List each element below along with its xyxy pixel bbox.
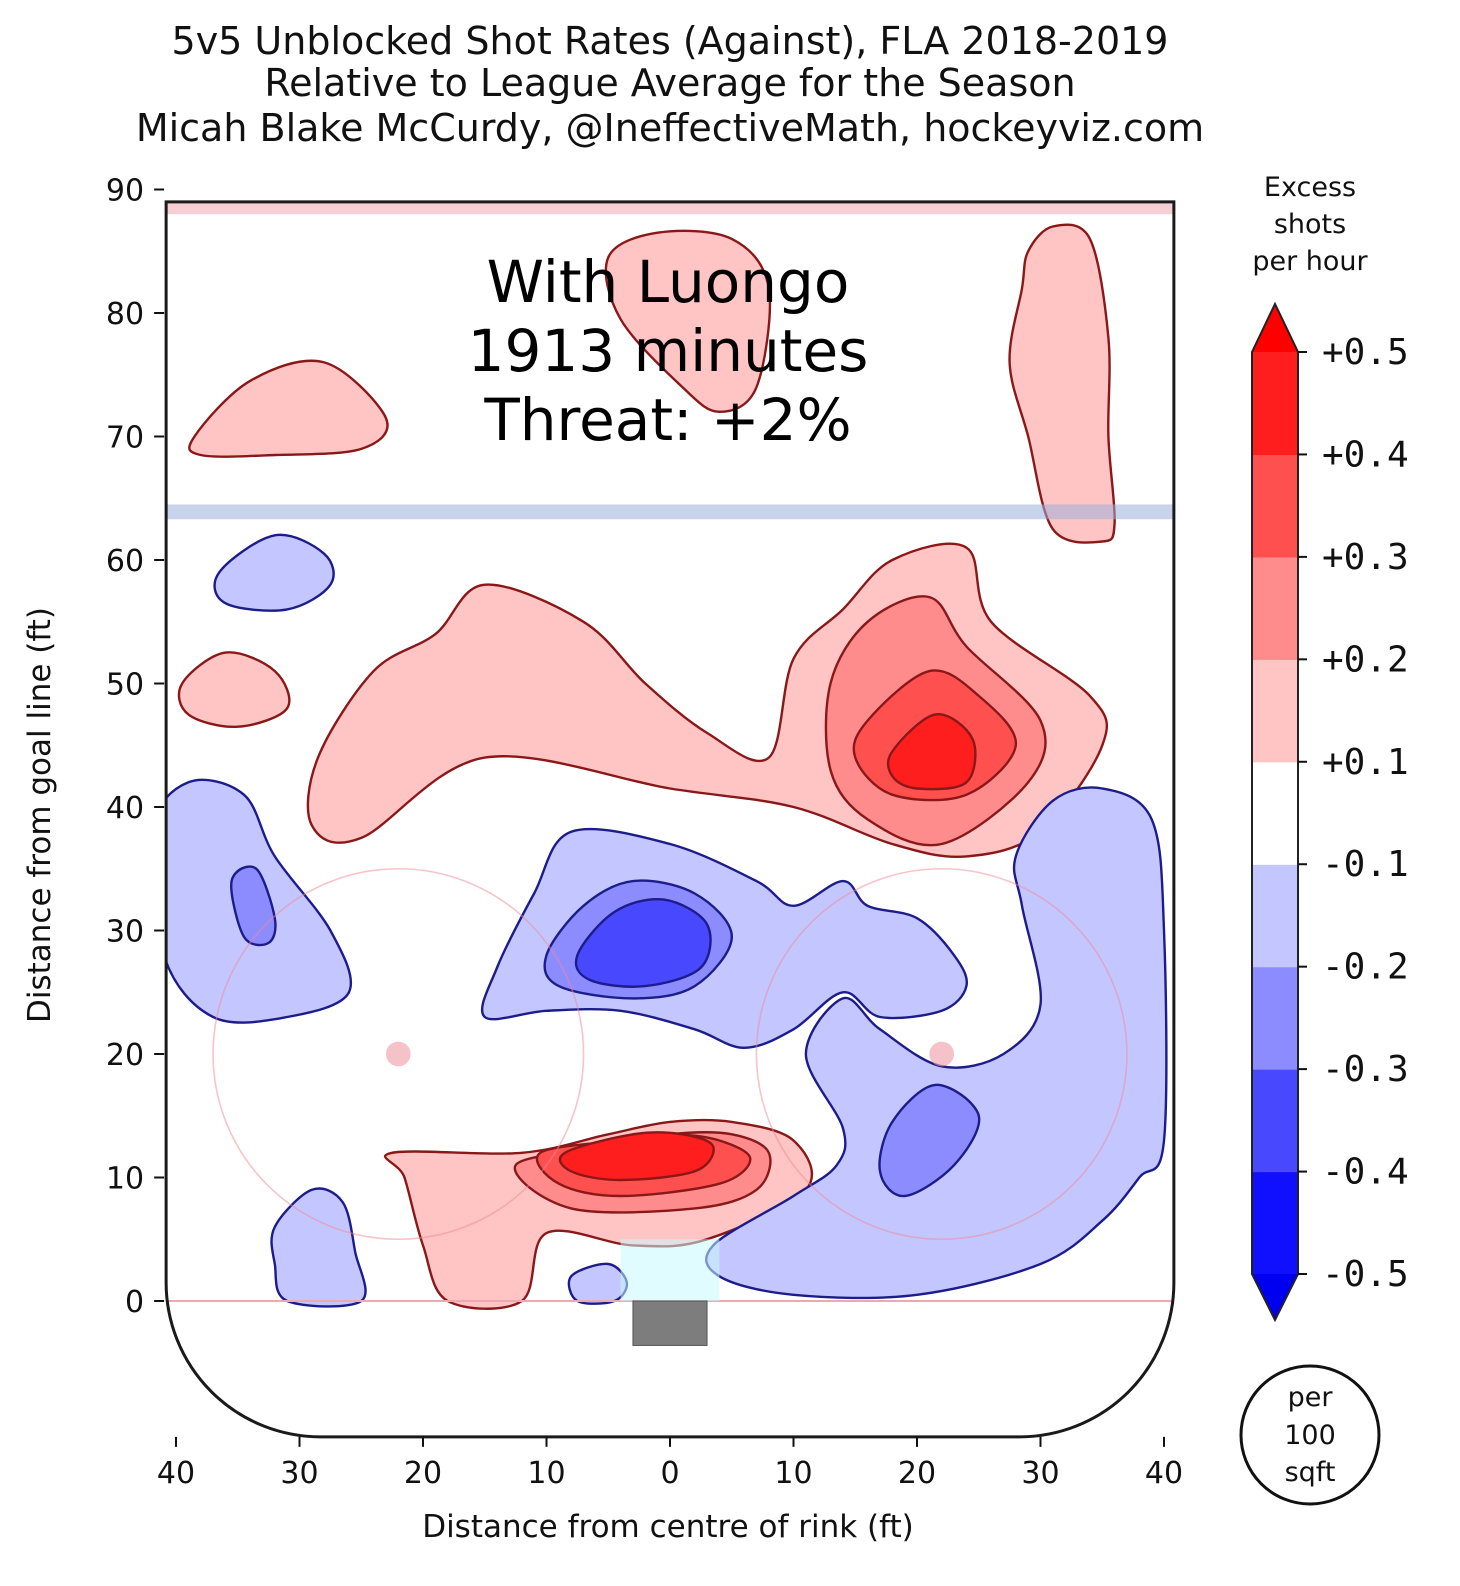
x-tick-label-7: 30 — [1021, 1456, 1059, 1491]
unit-badge-line-3: sqft — [1285, 1457, 1336, 1488]
colorbar-label-8: +0.4 — [1322, 434, 1409, 475]
colorbar-label-2: -0.3 — [1322, 1049, 1409, 1090]
excess-region-10 — [604, 229, 772, 413]
excess-region-4 — [558, 1131, 715, 1182]
deficit-region-22 — [878, 1083, 981, 1198]
centre-line — [166, 201, 1174, 215]
colorbar: -0.5 -0.4 -0.3 -0.2 -0.1 +0.1 +0.2 +0.3 +0.4 +0.5 — [1251, 301, 1409, 1323]
colorbar-label-6: +0.2 — [1322, 639, 1409, 680]
colorbar-title-line-3: per hour — [1252, 246, 1368, 277]
annotation-line-1: With Luongo — [487, 248, 850, 316]
colorbar-label-1: -0.4 — [1322, 1152, 1409, 1193]
x-tick-label-2: 20 — [404, 1456, 442, 1491]
goal-net — [632, 1300, 708, 1346]
unit-badge-line-1: per — [1288, 1382, 1334, 1413]
faceoff-circle-left — [212, 867, 585, 1241]
blue-line — [166, 504, 1174, 520]
colorbar-band-4 — [1252, 761, 1298, 865]
y-axis-label: Distance from goal line (ft) — [22, 607, 58, 1023]
colorbar-extend-high — [1252, 304, 1298, 352]
colorbar-label-0: -0.5 — [1322, 1254, 1409, 1295]
y-tick-label-1: 10 — [106, 1162, 144, 1197]
annotation-line-3: Threat: +2% — [483, 386, 851, 454]
x-tick-label-8: 40 — [1145, 1456, 1183, 1491]
y-tick-label-7: 70 — [106, 421, 144, 456]
y-tick-label-2: 20 — [106, 1038, 144, 1073]
colorbar-band-3 — [1252, 864, 1298, 968]
y-tick-label-3: 30 — [106, 915, 144, 950]
x-tick-label-1: 30 — [280, 1456, 318, 1491]
x-tick-label-0: 40 — [157, 1456, 195, 1491]
colorbar-band-8 — [1252, 352, 1298, 456]
unit-badge — [1239, 1364, 1381, 1506]
excess-region-11 — [1008, 223, 1116, 544]
rink-boards — [164, 200, 1176, 1439]
chart-title-line-2: Relative to League Average for the Seaso… — [264, 61, 1075, 105]
y-tick-label-0: 0 — [125, 1285, 144, 1320]
excess-region-12 — [177, 651, 291, 728]
deficit-region-18 — [574, 897, 712, 988]
colorbar-title-line-2: shots — [1274, 209, 1346, 240]
excess-region-9 — [188, 359, 389, 458]
deficit-region-15 — [213, 533, 335, 612]
y-tick-label-9: 90 — [106, 174, 144, 209]
colorbar-label-5: +0.1 — [1322, 742, 1409, 783]
x-tick-label-6: 20 — [898, 1456, 936, 1491]
chart-title-line-3: Micah Blake McCurdy, @IneffectiveMath, h… — [136, 106, 1204, 150]
colorbar-band-7 — [1252, 454, 1298, 558]
colorbar-band-5 — [1252, 659, 1298, 763]
faceoff-circle-right — [755, 867, 1128, 1241]
excess-region-8 — [886, 713, 977, 791]
colorbar-band-1 — [1252, 1069, 1298, 1173]
x-tick-label-3: 10 — [527, 1456, 565, 1491]
colorbar-label-3: -0.2 — [1322, 947, 1409, 988]
colorbar-band-6 — [1252, 556, 1298, 660]
colorbar-band-0 — [1252, 1171, 1298, 1275]
y-tick-label-4: 40 — [106, 791, 144, 826]
colorbar-extend-low — [1252, 1274, 1298, 1320]
x-tick-label-5: 10 — [774, 1456, 812, 1491]
colorbar-label-9: +0.5 — [1322, 332, 1409, 373]
colorbar-band-2 — [1252, 966, 1298, 1070]
unit-badge-line-2: 100 — [1284, 1420, 1336, 1451]
x-axis-label: Distance from centre of rink (ft) — [422, 1509, 914, 1545]
annotation-line-2: 1913 minutes — [468, 317, 869, 385]
y-tick-label-5: 50 — [106, 668, 144, 703]
colorbar-label-7: +0.3 — [1322, 537, 1409, 578]
y-tick-label-8: 80 — [106, 297, 144, 332]
faceoff-dot-right — [929, 1041, 955, 1067]
faceoff-dot-left — [385, 1041, 411, 1067]
y-tick-label-6: 60 — [106, 544, 144, 579]
colorbar-label-4: -0.1 — [1322, 844, 1409, 885]
x-tick-label-4: 0 — [660, 1456, 679, 1491]
colorbar-title-line-1: Excess — [1264, 172, 1356, 203]
deficit-region-19 — [270, 1187, 367, 1308]
goal-crease — [620, 1239, 720, 1301]
chart-title-line-1: 5v5 Unblocked Shot Rates (Against), FLA … — [172, 19, 1169, 63]
